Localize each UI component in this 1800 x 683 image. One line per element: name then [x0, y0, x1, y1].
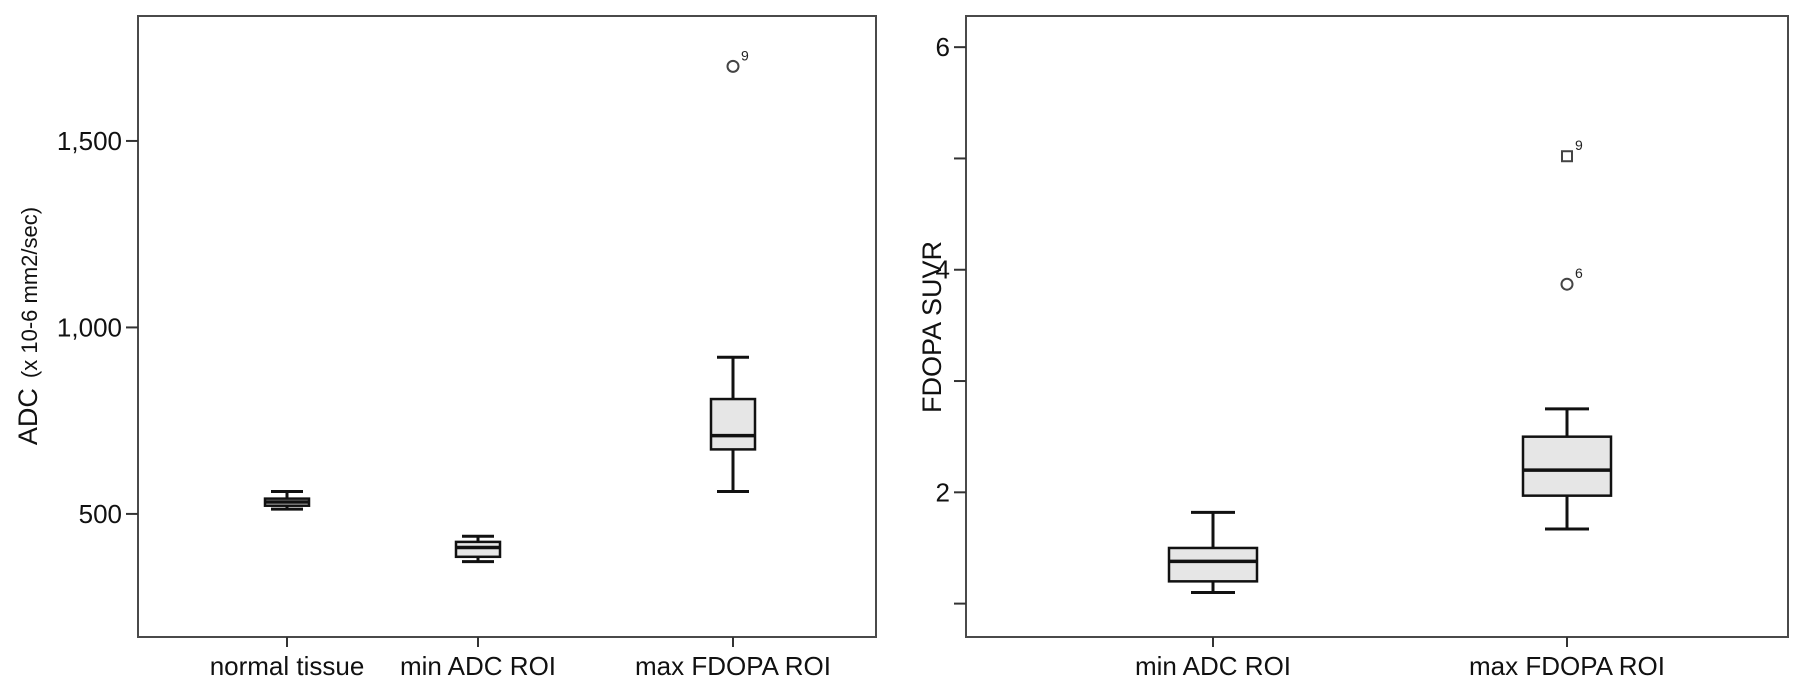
adc-boxplot: ADC(x 10-6 mm2/sec) 500 1,000 1,500 normal…: [13, 15, 877, 681]
y-tick-label: 1,500: [57, 126, 122, 156]
iqr-box: [1521, 435, 1613, 497]
fdopa-boxes: 96: [1167, 137, 1613, 594]
category-label: normal tissue: [210, 651, 365, 681]
y-tick-label: 6: [936, 32, 950, 62]
adc-y-axis-label: ADC(x 10-6 mm2/sec): [13, 207, 43, 445]
box-2: 96: [1521, 137, 1613, 531]
box-2: [454, 534, 502, 564]
fdopa-plot-frame: [965, 15, 1789, 638]
fdopa-y-axis-label: FDOPA SUVR: [917, 241, 947, 413]
box-1: [263, 490, 311, 511]
adc-boxes: 9: [263, 47, 757, 564]
adc-plot-frame: [137, 15, 877, 638]
outlier-label: 6: [1575, 265, 1583, 281]
fdopa-y-ticks: 2 4 6: [936, 32, 966, 605]
y-tick-label: 500: [79, 499, 122, 529]
box-1: [1167, 510, 1259, 594]
box-3: 9: [709, 47, 757, 494]
outlier-marker: [1560, 277, 1574, 291]
outlier-label: 9: [1575, 137, 1583, 153]
y-tick-label: 1,000: [57, 312, 122, 342]
iqr-box: [454, 540, 502, 559]
outlier-label: 9: [741, 47, 749, 63]
fdopa-category-labels: min ADC ROI max FDOPA ROI: [1135, 637, 1665, 681]
y-tick-label: 4: [936, 255, 950, 285]
adc-category-labels: normal tissue min ADC ROI max FDOPA ROI: [210, 637, 831, 681]
adc-y-ticks: 500 1,000 1,500: [57, 126, 138, 529]
category-label: min ADC ROI: [400, 651, 556, 681]
outlier-marker: [1561, 150, 1573, 163]
y-tick-label: 2: [936, 477, 950, 507]
iqr-box: [709, 397, 757, 451]
category-label: max FDOPA ROI: [635, 651, 831, 681]
iqr-box: [1167, 546, 1259, 583]
category-label: min ADC ROI: [1135, 651, 1291, 681]
outlier-marker: [726, 59, 740, 73]
fdopa-boxplot: FDOPA SUVR 246 min ADC ROI max FDOPA ROI …: [917, 15, 1789, 681]
category-label: max FDOPA ROI: [1469, 651, 1665, 681]
